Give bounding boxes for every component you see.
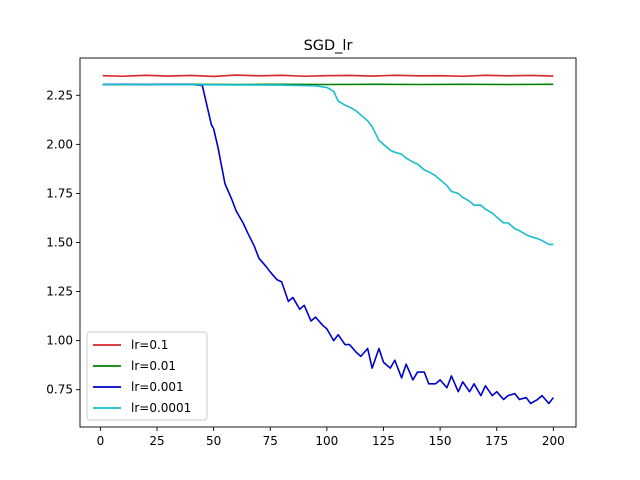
x-tick-label: 25	[149, 434, 164, 448]
series-line-3	[102, 83, 554, 405]
legend-box	[86, 331, 208, 421]
legend-entry: lr=0.0001	[131, 401, 191, 415]
series-layer	[102, 74, 554, 405]
x-tick-label: 75	[263, 434, 278, 448]
y-tick-label: 1.50	[46, 236, 73, 250]
series-line-4	[102, 83, 554, 246]
axes-layer: 0 25 50 75 100 125 150 175 200 0.75 1.00 1.25 1.50 1.…	[46, 57, 577, 448]
x-tick-label: 50	[206, 434, 221, 448]
x-tick-label: 125	[372, 434, 395, 448]
legend-entry: lr=0.01	[131, 359, 176, 373]
x-tick-label: 100	[315, 434, 338, 448]
legend-entry: lr=0.1	[131, 338, 168, 352]
y-tick-label: 1.00	[46, 334, 73, 348]
y-tick-label: 1.25	[46, 285, 73, 299]
x-tick-label: 200	[542, 434, 565, 448]
chart-title: SGD_lr	[304, 38, 353, 54]
y-tick-label: 2.00	[46, 137, 73, 151]
legend-entry: lr=0.001	[131, 380, 184, 394]
series-line-1	[102, 74, 554, 78]
y-tick-label: 2.25	[46, 88, 73, 102]
y-tick-label: 0.75	[46, 383, 73, 397]
x-tick-label: 175	[485, 434, 508, 448]
y-tick-label: 1.75	[46, 186, 73, 200]
x-tick-label: 150	[429, 434, 452, 448]
legend: lr=0.1 lr=0.01 lr=0.001 lr=0.0001	[86, 331, 208, 421]
x-tick-label: 0	[97, 434, 105, 448]
